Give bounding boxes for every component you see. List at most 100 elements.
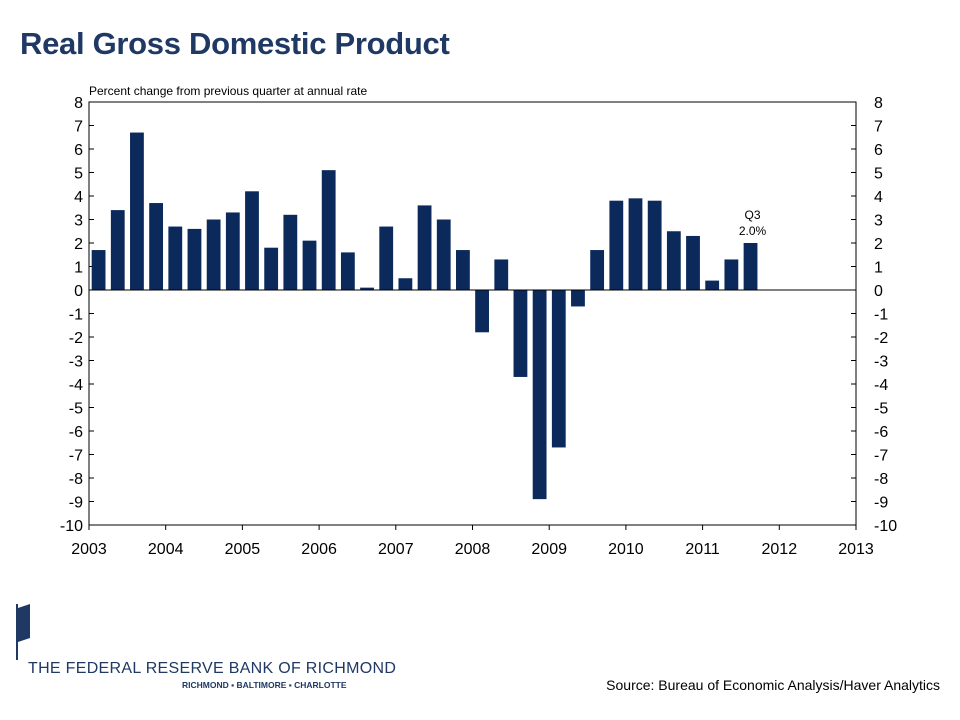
y-tick-label-left: -6 [69, 424, 83, 441]
y-tick-label-right: 8 [874, 95, 883, 112]
y-tick-label-right: 2 [874, 236, 883, 253]
y-tick-label-right: -3 [874, 354, 888, 371]
bar-2003-q2 [110, 210, 125, 290]
bar-2011-q2 [724, 259, 739, 290]
bar-2003-q4 [149, 203, 164, 290]
y-tick-label-right: -7 [874, 448, 888, 465]
bar-2006-q2 [340, 252, 355, 290]
y-tick-label-right: 3 [874, 213, 883, 230]
y-tick-label-left: -3 [69, 354, 83, 371]
logo-bank-name: THE FEDERAL RESERVE BANK OF RICHMOND [28, 660, 397, 677]
plot-frame [88, 101, 857, 526]
chart-subtitle: Percent change from previous quarter at … [89, 84, 367, 98]
y-tick-label-left: 1 [74, 260, 83, 277]
x-tick-label: 2003 [71, 541, 107, 558]
bar-2005-q2 [264, 247, 279, 290]
y-tick-label-left: -8 [69, 471, 83, 488]
y-tick-label-left: -9 [69, 495, 83, 512]
x-tick-label: 2009 [531, 541, 567, 558]
y-tick-label-right: 4 [874, 189, 883, 206]
y-tick-label-left: 0 [74, 283, 83, 300]
y-tick-label-right: -9 [874, 495, 888, 512]
right-axis: 8 7 6 5 4 3 2 1 0 -1 -2 -3 -4 -5 -6 -7 -8 -9 -10 [851, 95, 897, 535]
bar-2009-q3 [590, 250, 605, 290]
left-axis: 8 7 6 5 4 3 2 1 0 -1 -2 -3 -4 -5 -6 -7 -8 -9 -10 [60, 95, 94, 535]
y-tick-label-left: 3 [74, 213, 83, 230]
bar-2004-q1 [168, 226, 183, 290]
y-tick-label-right: -8 [874, 471, 888, 488]
y-tick-label-right: 5 [874, 166, 883, 183]
source-note: Source: Bureau of Economic Analysis/Have… [606, 677, 940, 693]
bar-2004-q2 [187, 228, 202, 290]
bar-2005-q1 [245, 191, 259, 290]
y-tick-label-right: -4 [874, 377, 888, 394]
x-tick-label: 2011 [685, 541, 720, 558]
bar-2008-q2 [494, 259, 509, 290]
bar-2010-q3 [666, 231, 681, 290]
bar-2008-q4 [532, 290, 547, 500]
bar-2003-q3 [130, 132, 144, 290]
bar-2010-q1 [628, 198, 643, 290]
bar-2004-q4 [225, 212, 240, 290]
y-tick-label-left: 8 [74, 95, 83, 112]
bar-2007-q4 [456, 250, 470, 290]
bar-2009-q1 [551, 290, 566, 448]
y-tick-label-right: 1 [874, 260, 883, 277]
y-tick-label-right: 6 [874, 142, 883, 159]
bar-2007-q1 [398, 278, 413, 290]
y-tick-label-left: 7 [74, 119, 83, 136]
y-tick-label-left: 6 [74, 142, 83, 159]
logo-cities: RICHMOND ▪ BALTIMORE ▪ CHARLOTTE [182, 680, 347, 690]
bar-2009-q2 [571, 290, 585, 307]
x-tick-label: 2004 [148, 541, 184, 558]
x-tick-label: 2005 [225, 541, 261, 558]
bar-2006-q3 [360, 287, 374, 290]
bar-2010-q2 [647, 200, 662, 290]
logo-flag-icon [16, 604, 30, 660]
y-tick-label-left: -4 [69, 377, 83, 394]
bar-2008-q1 [475, 290, 489, 333]
bar-2009-q4 [609, 200, 624, 290]
y-tick-label-left: -7 [69, 448, 83, 465]
bar-2011-q3 [743, 243, 758, 290]
bar-series [91, 132, 758, 500]
bar-2004-q3 [206, 219, 221, 290]
x-tick-label: 2007 [378, 541, 414, 558]
x-axis: 2003 2004 2005 2006 2007 2008 2009 2010 2011 2012… [71, 525, 874, 558]
y-tick-label-right: 7 [874, 119, 883, 136]
y-tick-label-left: -1 [69, 307, 83, 324]
annotation: Q3 2.0% [739, 208, 767, 238]
bar-2006-q1 [321, 170, 336, 290]
frb-richmond-logo: THE FEDERAL RESERVE BANK OF RICHMOND RIC… [14, 604, 396, 694]
bar-2006-q4 [379, 226, 394, 290]
bar-2007-q3 [436, 219, 451, 290]
bar-2007-q2 [417, 205, 432, 290]
y-tick-label-left: 4 [74, 189, 83, 206]
y-tick-label-right: -10 [874, 518, 897, 535]
y-tick-label-left: 5 [74, 166, 83, 183]
bar-2011-q1 [705, 280, 720, 290]
y-tick-label-right: -6 [874, 424, 888, 441]
y-tick-label-right: -5 [874, 401, 888, 418]
annotation-value-label: 2.0% [739, 224, 767, 238]
y-tick-label-right: -2 [874, 330, 888, 347]
y-tick-label-left: -5 [69, 401, 83, 418]
y-tick-label-left: 2 [74, 236, 83, 253]
y-tick-label-right: 0 [874, 283, 883, 300]
x-tick-label: 2008 [455, 541, 491, 558]
x-tick-label: 2013 [838, 541, 874, 558]
x-tick-label: 2012 [762, 541, 798, 558]
bar-2003-q1 [91, 250, 106, 290]
bar-2005-q3 [283, 214, 298, 290]
annotation-quarter-label: Q3 [745, 208, 761, 222]
gdp-bar-chart: Percent change from previous quarter at … [60, 84, 897, 558]
bar-2008-q3 [513, 290, 528, 377]
y-tick-label-left: -2 [69, 330, 83, 347]
x-tick-label: 2010 [608, 541, 644, 558]
y-tick-label-right: -1 [874, 307, 888, 324]
y-tick-label-left: -10 [60, 518, 83, 535]
x-tick-label: 2006 [301, 541, 337, 558]
bar-2010-q4 [686, 235, 700, 290]
page-title: Real Gross Domestic Product [20, 26, 450, 61]
bar-2005-q4 [302, 240, 317, 290]
